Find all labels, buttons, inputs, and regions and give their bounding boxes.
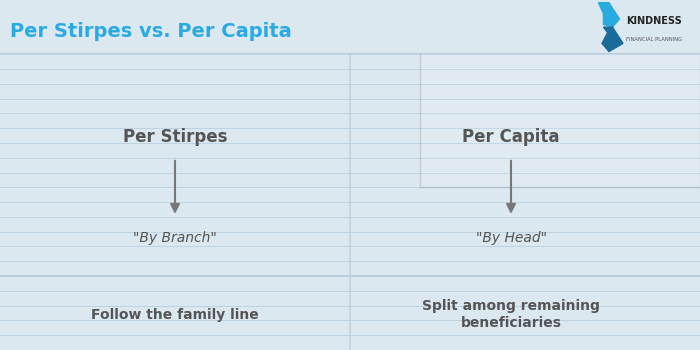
Polygon shape	[602, 27, 623, 51]
Text: "By Head": "By Head"	[475, 231, 547, 245]
Text: Per Capita: Per Capita	[462, 128, 560, 146]
FancyBboxPatch shape	[420, 40, 700, 187]
Text: KINDNESS: KINDNESS	[626, 16, 682, 26]
Text: Split among remaining
beneficiaries: Split among remaining beneficiaries	[422, 299, 600, 330]
Polygon shape	[598, 3, 620, 27]
Text: Follow the family line: Follow the family line	[91, 308, 259, 322]
Text: FINANCIAL PLANNING: FINANCIAL PLANNING	[626, 37, 682, 42]
Text: Per Stirpes vs. Per Capita: Per Stirpes vs. Per Capita	[10, 22, 293, 41]
Text: "By Branch": "By Branch"	[133, 231, 217, 245]
Text: Per Stirpes: Per Stirpes	[122, 128, 228, 146]
